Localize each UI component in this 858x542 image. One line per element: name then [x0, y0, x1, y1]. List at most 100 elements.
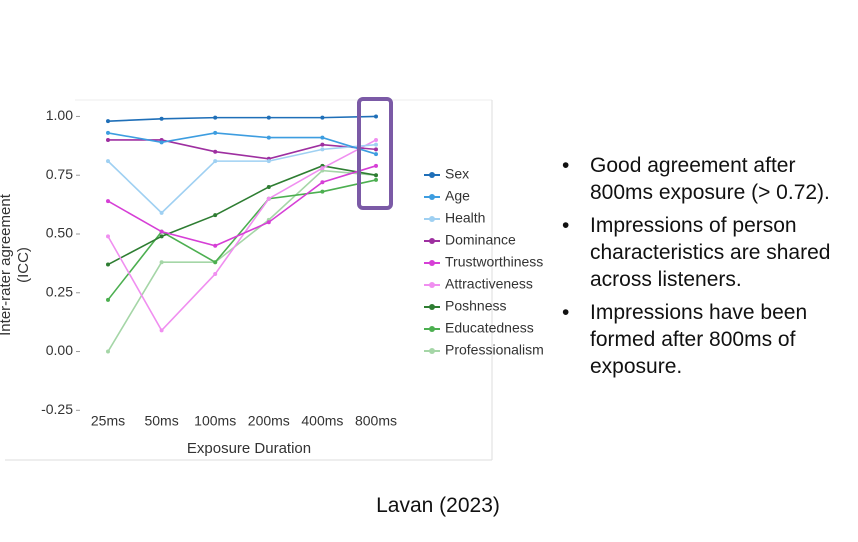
legend-label: Dominance: [445, 232, 516, 248]
series-line: [107, 139, 377, 332]
data-point: [266, 135, 271, 140]
legend-label: Professionalism: [445, 342, 544, 358]
legend-label: Health: [445, 210, 485, 226]
data-point: [213, 271, 218, 276]
data-point: [159, 140, 164, 145]
data-point: [106, 262, 110, 267]
legend-swatch: [429, 282, 435, 288]
legend-label: Trustworthiness: [445, 254, 543, 270]
data-point: [213, 260, 218, 265]
series-line: [107, 165, 377, 247]
data-point: [374, 177, 378, 182]
chart: Exposure Duration Inter-rater agreement …: [0, 97, 544, 461]
x-tick-label: 200ms: [248, 413, 290, 429]
data-point: [266, 196, 271, 201]
bullet-line: characteristics are shared: [590, 241, 831, 264]
data-point: [320, 180, 325, 185]
series-line: [107, 115, 377, 122]
data-point: [159, 260, 164, 265]
series-line: [107, 179, 377, 301]
data-point: [213, 130, 218, 135]
bullet-text: Impressions have been formed after 800ms …: [590, 299, 807, 380]
data-point: [320, 189, 325, 194]
x-tick-label: 400ms: [301, 413, 343, 429]
legend-swatch: [429, 172, 435, 178]
y-tick-label: 0.50: [46, 225, 73, 241]
bullet-text: Good agreement after 800ms exposure (> 0.…: [590, 152, 830, 206]
highlight-box: [357, 97, 393, 210]
x-tick-label: 50ms: [144, 413, 178, 429]
bullet-text: Impressions of person characteristics are…: [590, 212, 830, 293]
data-point: [266, 220, 271, 225]
data-point: [320, 115, 325, 120]
data-point: [106, 159, 110, 164]
bullet: • Good agreement after 800ms exposure (> 0…: [562, 152, 830, 206]
data-point: [374, 147, 378, 152]
data-point: [374, 114, 378, 119]
data-point: [266, 115, 271, 120]
data-point: [159, 328, 164, 333]
data-point: [106, 119, 110, 124]
x-tick-label: 100ms: [194, 413, 236, 429]
legend-swatch: [429, 238, 435, 244]
series-line: [107, 143, 377, 214]
x-tick-label: 25ms: [91, 413, 125, 429]
bullet-line: Impressions of person: [590, 214, 797, 237]
bullet-marker: •: [562, 214, 570, 237]
data-point: [320, 142, 325, 147]
y-tick-label: 0.25: [46, 283, 73, 299]
data-point: [159, 234, 164, 239]
data-point: [213, 149, 218, 154]
legend-label: Age: [445, 188, 470, 204]
data-point: [213, 115, 218, 120]
y-axis-title: Inter-rater agreement (ICC): [0, 193, 32, 336]
data-point: [213, 243, 218, 248]
legend-label: Attractiveness: [445, 276, 533, 292]
bullet-line: 800ms exposure (> 0.72).: [590, 181, 830, 204]
x-tick-label: 800ms: [355, 413, 397, 429]
series-line: [107, 132, 377, 155]
data-point: [266, 184, 271, 189]
data-point: [374, 163, 378, 168]
bullet-line: across listeners.: [590, 268, 742, 291]
data-point: [374, 152, 378, 157]
legend-swatch: [429, 348, 435, 354]
y-tick-label: -0.25: [41, 401, 73, 417]
data-point: [106, 297, 110, 302]
data-point: [213, 213, 218, 218]
series-line: [107, 169, 377, 352]
legend-swatch: [429, 326, 435, 332]
bullet-marker: •: [562, 301, 570, 324]
data-point: [320, 135, 325, 140]
bullet-line: Good agreement after: [590, 154, 796, 177]
bullet-marker: •: [562, 154, 570, 177]
y-tick-label: 0.75: [46, 166, 73, 182]
data-point: [320, 147, 325, 152]
bullet-list: • Good agreement after 800ms exposure (> 0…: [562, 152, 830, 386]
data-point: [106, 137, 110, 142]
y-tick-label: 1.00: [46, 107, 73, 123]
bullet: • Impressions have been formed after 800ms…: [562, 299, 830, 380]
bullet-line: formed after 800ms of: [590, 328, 796, 351]
bullet: • Impressions of person characteristics ar…: [562, 212, 830, 293]
y-axis-title-line: (ICC): [15, 247, 32, 283]
data-point: [213, 159, 218, 164]
data-point: [374, 142, 378, 147]
legend-label: Educatedness: [445, 320, 534, 336]
legend-swatch: [429, 304, 435, 310]
y-tick-label: 0.00: [46, 342, 73, 358]
bullet-line: Impressions have been: [590, 301, 808, 324]
series-line: [108, 139, 377, 160]
legend-swatch: [429, 216, 435, 222]
legend-label: Sex: [445, 166, 469, 182]
data-point: [266, 159, 271, 164]
data-point: [159, 210, 164, 215]
legend-swatch: [429, 194, 435, 200]
data-point: [159, 116, 164, 121]
data-point: [106, 130, 110, 135]
series-line: [107, 164, 377, 266]
data-point: [106, 199, 110, 204]
data-point: [159, 229, 164, 234]
x-axis-title: Exposure Duration: [187, 440, 311, 457]
legend-swatch: [429, 260, 435, 266]
